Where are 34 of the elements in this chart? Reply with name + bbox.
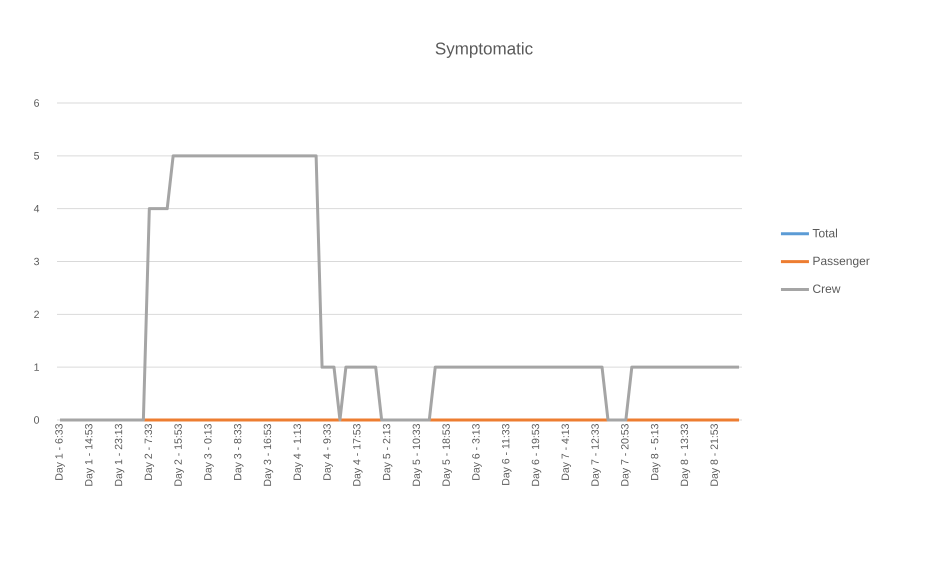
x-tick-label: Day 7 - 20:53 bbox=[621, 424, 631, 486]
x-tick-label: Day 8 - 13:33 bbox=[680, 424, 690, 486]
x-tick-label: Day 6 - 3:13 bbox=[472, 424, 482, 480]
x-tick-label: Day 5 - 18:53 bbox=[442, 424, 452, 486]
x-tick-label: Day 7 - 12:33 bbox=[591, 424, 601, 486]
y-tick-label: 6 bbox=[34, 99, 40, 107]
x-tick-label: Day 6 - 19:53 bbox=[532, 424, 542, 486]
chart-title: Symptomatic bbox=[436, 42, 533, 58]
x-tick-label: Day 8 - 21:53 bbox=[710, 424, 720, 486]
x-tick-label: Day 6 - 11:33 bbox=[502, 424, 512, 485]
x-tick-label: Day 3 - 16:53 bbox=[264, 424, 274, 486]
legend-label: Crew bbox=[813, 284, 840, 294]
legend-label: Passenger bbox=[813, 256, 870, 268]
x-tick-label: Day 1 - 23:13 bbox=[114, 424, 124, 486]
x-tick-label: Day 3 - 0:13 bbox=[204, 424, 214, 480]
x-tick-label: Day 1 - 6:33 bbox=[55, 424, 65, 480]
x-tick-label: Day 1 - 14:53 bbox=[85, 424, 95, 486]
x-tick-label: Day 2 - 7:33 bbox=[144, 424, 154, 480]
x-tick-label: Day 7 - 4:13 bbox=[562, 424, 572, 480]
x-tick-label: Day 5 - 10:33 bbox=[412, 424, 422, 486]
y-tick-label: 0 bbox=[34, 416, 40, 424]
y-tick-label: 4 bbox=[34, 205, 40, 212]
x-tick-label: Day 4 - 1:13 bbox=[293, 424, 303, 480]
x-tick-label: Day 3 - 8:33 bbox=[234, 424, 244, 480]
y-tick-label: 3 bbox=[34, 258, 40, 266]
y-tick-label: 2 bbox=[34, 310, 39, 318]
x-tick-label: Day 2 - 15:53 bbox=[174, 424, 184, 486]
x-tick-label: Day 5 - 2:13 bbox=[382, 424, 392, 480]
y-tick-label: 1 bbox=[34, 364, 39, 371]
legend-label: Total bbox=[812, 228, 837, 238]
x-tick-label: Day 4 - 9:33 bbox=[323, 424, 333, 480]
y-tick-label: 5 bbox=[34, 152, 40, 160]
x-tick-label: Day 4 - 17:53 bbox=[353, 424, 363, 486]
x-tick-label: Day 8 - 5:13 bbox=[650, 424, 660, 480]
